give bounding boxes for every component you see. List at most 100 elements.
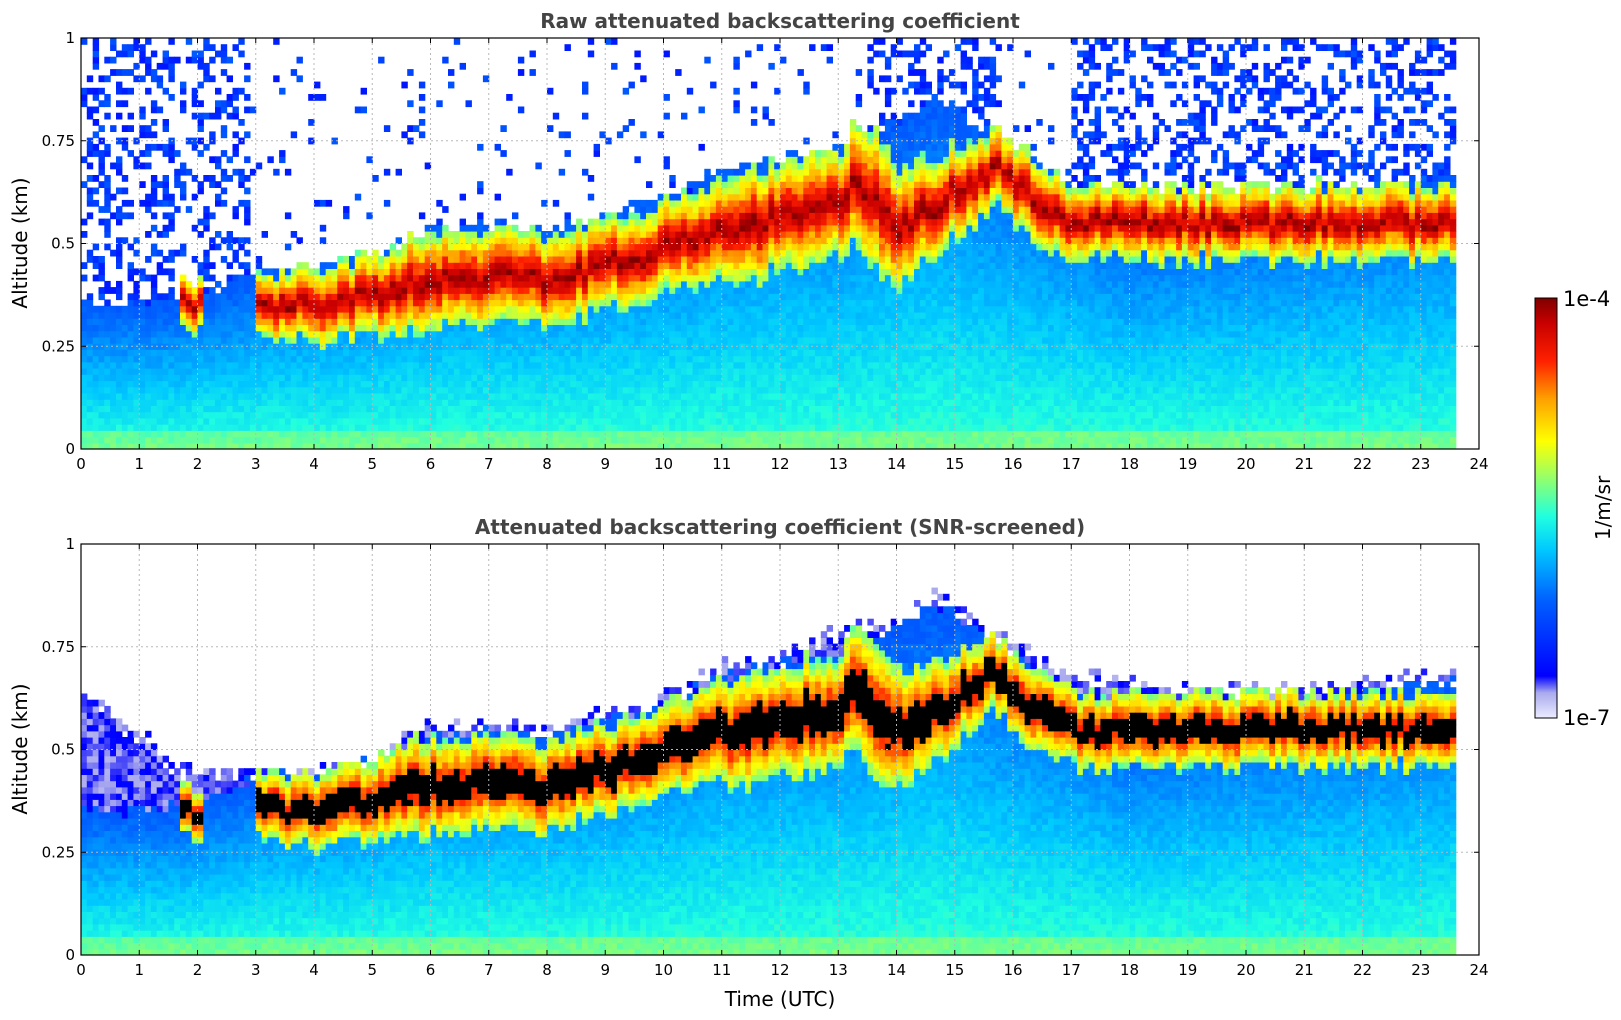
heatmap-cell bbox=[622, 125, 630, 132]
heatmap-cell bbox=[249, 430, 257, 438]
heatmap-cell bbox=[249, 442, 257, 449]
heatmap-cell bbox=[611, 287, 618, 294]
heatmap-cell bbox=[576, 256, 583, 263]
heatmap-cell bbox=[349, 287, 356, 294]
heatmap-cell bbox=[704, 374, 711, 382]
heatmap-cell bbox=[279, 430, 286, 438]
heatmap-cell bbox=[681, 293, 688, 301]
heatmap-cell bbox=[308, 280, 315, 288]
heatmap-cell bbox=[733, 442, 740, 449]
heatmap-cell bbox=[750, 256, 758, 263]
heatmap-cell bbox=[675, 368, 682, 375]
heatmap-cell bbox=[121, 87, 129, 95]
heatmap-cell bbox=[657, 305, 665, 313]
heatmap-cell bbox=[238, 374, 245, 382]
heatmap-cell bbox=[547, 305, 554, 313]
heatmap-cell bbox=[721, 262, 729, 269]
heatmap-cell bbox=[727, 336, 734, 344]
heatmap-cell bbox=[442, 262, 449, 269]
heatmap-cell bbox=[791, 336, 799, 344]
heatmap-cell bbox=[535, 380, 542, 388]
heatmap-cell bbox=[780, 268, 787, 276]
heatmap-cell bbox=[745, 224, 752, 232]
heatmap-cell bbox=[622, 380, 630, 388]
heatmap-cell bbox=[570, 405, 577, 413]
heatmap-cell bbox=[453, 436, 461, 444]
heatmap-cell bbox=[791, 243, 799, 251]
heatmap-cell bbox=[587, 237, 595, 245]
heatmap-cell bbox=[354, 386, 362, 394]
heatmap-cell bbox=[733, 175, 740, 182]
heatmap-cell bbox=[482, 417, 490, 425]
heatmap-cell bbox=[279, 156, 286, 164]
heatmap-cell bbox=[139, 355, 146, 363]
heatmap-cell bbox=[692, 237, 699, 245]
heatmap-cell bbox=[681, 386, 688, 394]
heatmap-cell bbox=[512, 299, 519, 307]
heatmap-cell bbox=[675, 268, 682, 276]
heatmap-cell bbox=[605, 249, 612, 257]
heatmap-cell bbox=[261, 280, 268, 288]
heatmap-cell bbox=[669, 436, 676, 444]
heatmap-cell bbox=[675, 262, 682, 269]
heatmap-cell bbox=[185, 299, 193, 307]
heatmap-cell bbox=[156, 436, 164, 444]
heatmap-cell bbox=[721, 343, 729, 350]
heatmap-cell bbox=[174, 299, 181, 307]
heatmap-cell bbox=[675, 380, 682, 388]
heatmap-cell bbox=[756, 424, 764, 431]
heatmap-cell bbox=[284, 324, 292, 332]
heatmap-cell bbox=[506, 274, 513, 282]
heatmap-cell bbox=[150, 274, 158, 282]
heatmap-cell bbox=[494, 312, 501, 319]
heatmap-cell bbox=[517, 69, 525, 76]
heatmap-cell bbox=[774, 374, 781, 382]
heatmap-cell bbox=[715, 218, 723, 226]
heatmap-cell bbox=[541, 436, 548, 444]
heatmap-cell bbox=[710, 411, 717, 419]
heatmap-cell bbox=[582, 243, 589, 251]
heatmap-cell bbox=[413, 368, 420, 375]
heatmap-cell bbox=[331, 399, 338, 406]
heatmap-cell bbox=[150, 386, 158, 394]
heatmap-cell bbox=[640, 256, 647, 263]
heatmap-cell bbox=[116, 349, 123, 357]
heatmap-cell bbox=[815, 243, 822, 251]
heatmap-cell bbox=[488, 424, 496, 431]
heatmap-cell bbox=[646, 336, 653, 344]
heatmap-cell bbox=[774, 262, 781, 269]
heatmap-cell bbox=[296, 293, 303, 301]
heatmap-cell bbox=[360, 299, 367, 307]
heatmap-cell bbox=[517, 336, 525, 344]
heatmap-cell bbox=[203, 218, 210, 226]
heatmap-cell bbox=[611, 393, 618, 400]
heatmap-cell bbox=[791, 374, 799, 382]
heatmap-cell bbox=[180, 399, 187, 406]
heatmap-cell bbox=[150, 305, 158, 313]
heatmap-cell bbox=[360, 393, 367, 400]
heatmap-cell bbox=[121, 361, 129, 369]
heatmap-cell bbox=[459, 411, 466, 419]
heatmap-cell bbox=[570, 305, 577, 313]
heatmap-cell bbox=[809, 312, 816, 319]
heatmap-cell bbox=[162, 212, 169, 220]
heatmap-cell bbox=[576, 305, 583, 313]
heatmap-cell bbox=[296, 318, 303, 325]
heatmap-cell bbox=[797, 312, 804, 319]
heatmap-cell bbox=[343, 262, 350, 269]
heatmap-cell bbox=[727, 361, 734, 369]
heatmap-cell bbox=[459, 280, 466, 288]
heatmap-cell bbox=[81, 318, 88, 325]
heatmap-cell bbox=[104, 100, 111, 108]
heatmap-cell bbox=[197, 436, 204, 444]
heatmap-cell bbox=[215, 424, 222, 431]
heatmap-cell bbox=[803, 193, 810, 201]
heatmap-cell bbox=[733, 368, 740, 375]
heatmap-cell bbox=[529, 417, 536, 425]
heatmap-cell bbox=[220, 237, 228, 245]
heatmap-cell bbox=[168, 193, 175, 201]
heatmap-cell bbox=[657, 280, 665, 288]
heatmap-cell bbox=[302, 393, 309, 400]
heatmap-cell bbox=[628, 299, 635, 307]
heatmap-cell bbox=[267, 430, 274, 438]
